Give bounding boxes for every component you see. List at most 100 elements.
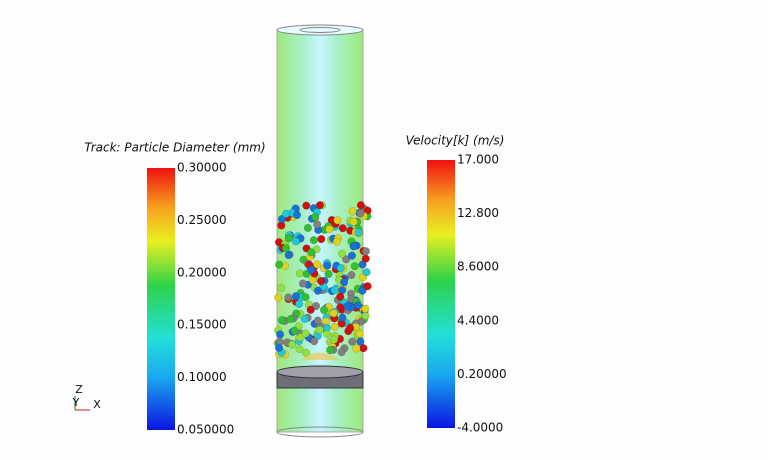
particle <box>362 268 371 277</box>
particle <box>298 279 307 288</box>
particle <box>313 286 322 295</box>
particle <box>274 343 284 352</box>
particle <box>315 201 324 210</box>
particle <box>350 262 359 271</box>
particle <box>311 302 321 311</box>
particle <box>309 236 318 245</box>
particle <box>336 264 345 273</box>
particle <box>355 329 364 338</box>
particle <box>277 316 287 325</box>
legend-tick-label: 8.6000 <box>457 260 499 274</box>
particle <box>330 322 339 331</box>
colorbar-diameter <box>147 168 175 430</box>
particle <box>330 286 339 295</box>
particle <box>326 346 335 355</box>
particle <box>313 220 322 229</box>
particle <box>356 201 365 210</box>
particle <box>323 330 332 339</box>
colorbar-velocity <box>427 160 455 428</box>
particle <box>324 269 333 279</box>
particle <box>275 330 285 339</box>
particle <box>281 244 290 253</box>
particle <box>361 304 370 313</box>
legend-tick-label: 0.050000 <box>177 423 234 437</box>
particle <box>336 292 345 301</box>
legend-tick-label: 4.4000 <box>457 313 499 327</box>
particle <box>338 249 347 258</box>
particle <box>301 293 310 302</box>
particle <box>347 251 357 260</box>
particle <box>274 293 283 302</box>
legend-tick-label: 0.20000 <box>457 367 507 381</box>
triad-label: Y <box>72 396 80 409</box>
particle <box>363 206 372 215</box>
triad-label: Z <box>75 383 83 396</box>
particle <box>361 247 370 256</box>
particle <box>284 234 293 243</box>
particle <box>288 340 297 349</box>
particle <box>290 326 299 335</box>
legend-tick-label: 0.10000 <box>177 370 227 384</box>
particle <box>303 223 312 232</box>
legend-tick-label: 0.20000 <box>177 265 227 279</box>
distributor-top <box>276 365 364 379</box>
particle <box>354 228 363 237</box>
particle <box>352 344 361 353</box>
cylinder-top-inner <box>299 27 341 33</box>
particle <box>354 301 363 310</box>
particle <box>329 309 338 318</box>
particle <box>275 260 284 269</box>
particles <box>273 201 372 359</box>
jet <box>300 352 340 360</box>
cylinder-bottom <box>276 426 364 438</box>
particle <box>361 311 370 320</box>
particle <box>359 344 368 353</box>
particle <box>307 248 316 257</box>
particle <box>338 313 347 322</box>
particle <box>291 292 301 301</box>
particle <box>295 269 304 278</box>
legend-tick-label: -4.0000 <box>457 421 503 435</box>
particle <box>315 325 324 334</box>
particle <box>292 210 302 220</box>
particle <box>317 234 326 244</box>
particle <box>286 314 295 324</box>
legend-tick-label: 17.000 <box>457 153 499 167</box>
particle <box>313 316 322 325</box>
particle <box>300 314 309 324</box>
particle <box>323 261 332 270</box>
particle <box>311 212 320 221</box>
legend-tick-label: 0.25000 <box>177 213 227 227</box>
particle <box>349 242 358 251</box>
particle <box>340 278 349 287</box>
particle <box>310 337 319 346</box>
particle <box>356 337 365 346</box>
legend-title: Velocity[k] (m/s) <box>406 134 505 148</box>
legend-title: Track: Particle Diameter (mm) <box>84 141 265 155</box>
particle <box>349 217 358 226</box>
particle <box>284 293 293 302</box>
particle <box>295 299 304 308</box>
particle <box>348 337 357 346</box>
particle <box>336 303 345 312</box>
particle <box>333 216 342 225</box>
particle <box>325 225 334 234</box>
particle <box>281 209 291 218</box>
particle <box>307 265 316 274</box>
particle <box>363 282 372 291</box>
particle <box>302 201 311 210</box>
triad-label: X <box>93 398 101 411</box>
particle <box>332 237 341 246</box>
particle <box>276 283 286 292</box>
particle <box>361 254 370 263</box>
particle <box>348 207 357 216</box>
legend-tick-label: 0.15000 <box>177 318 227 332</box>
particle <box>337 348 346 357</box>
particle <box>346 324 355 333</box>
particle <box>343 302 352 311</box>
particle <box>347 270 356 280</box>
particle <box>306 305 315 314</box>
cylinder-top <box>276 24 364 36</box>
particle <box>338 224 347 233</box>
